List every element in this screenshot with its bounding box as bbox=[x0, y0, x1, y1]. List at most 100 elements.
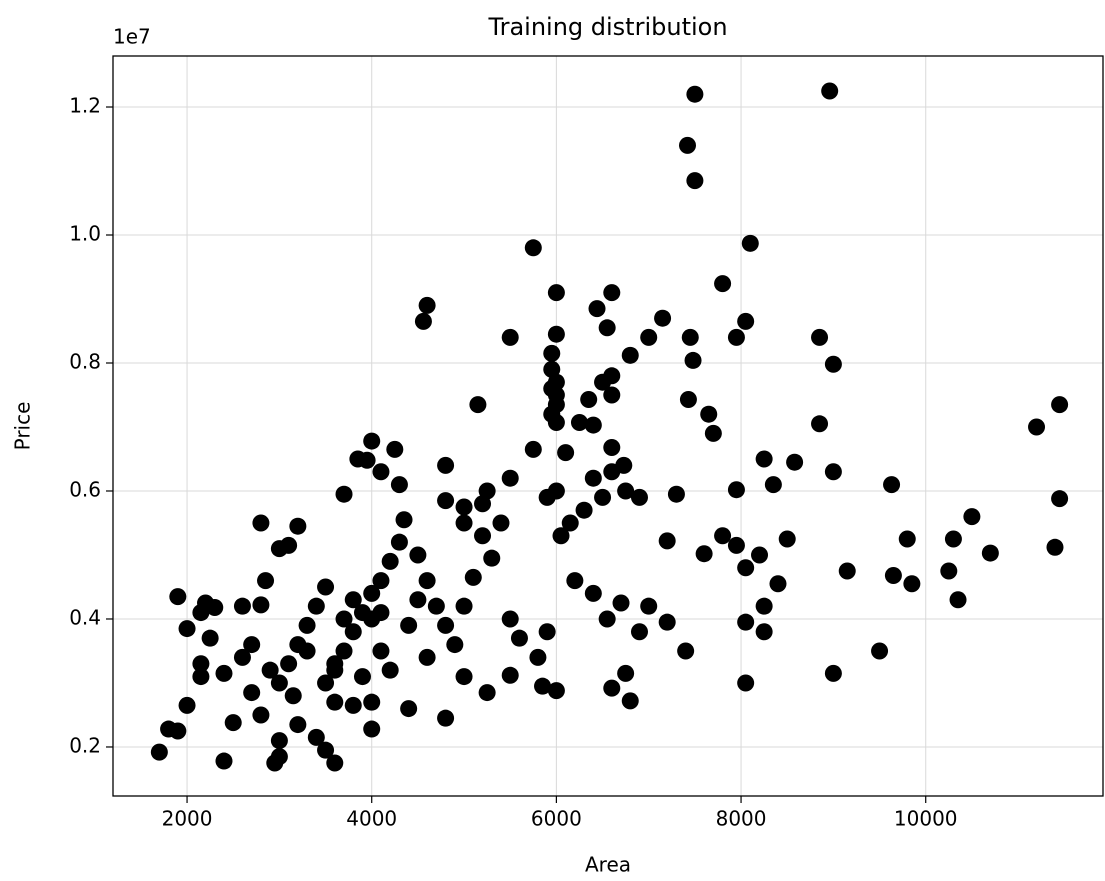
point bbox=[547, 284, 565, 302]
point bbox=[455, 498, 473, 516]
point bbox=[598, 319, 616, 337]
point bbox=[280, 655, 298, 673]
point bbox=[201, 629, 219, 647]
point bbox=[570, 414, 588, 432]
point bbox=[584, 469, 602, 487]
point bbox=[824, 664, 842, 682]
point bbox=[492, 514, 510, 532]
point bbox=[178, 696, 196, 714]
point bbox=[298, 616, 316, 634]
point bbox=[603, 463, 621, 481]
point bbox=[363, 720, 381, 738]
point bbox=[400, 616, 418, 634]
chart-title: Training distribution bbox=[487, 13, 727, 41]
point bbox=[437, 616, 455, 634]
point bbox=[266, 754, 284, 772]
point bbox=[372, 463, 390, 481]
point bbox=[737, 312, 755, 330]
point bbox=[372, 572, 390, 590]
point bbox=[547, 682, 565, 700]
y-tick-label: 0.6 bbox=[69, 477, 101, 501]
point bbox=[678, 136, 696, 154]
points bbox=[150, 82, 1069, 772]
point bbox=[898, 530, 916, 548]
point bbox=[446, 636, 464, 654]
point bbox=[566, 572, 584, 590]
point bbox=[981, 544, 999, 562]
point bbox=[478, 482, 496, 500]
y-axis-label: Price bbox=[11, 402, 35, 451]
point bbox=[575, 501, 593, 519]
point bbox=[418, 296, 436, 314]
point bbox=[344, 591, 362, 609]
point bbox=[474, 527, 492, 545]
point bbox=[714, 527, 732, 545]
point bbox=[455, 597, 473, 615]
point bbox=[252, 596, 270, 614]
point bbox=[483, 549, 501, 567]
point bbox=[695, 545, 713, 563]
point bbox=[215, 664, 233, 682]
point bbox=[1046, 538, 1064, 556]
point bbox=[755, 623, 773, 641]
point bbox=[700, 405, 718, 423]
point bbox=[594, 488, 612, 506]
point bbox=[603, 438, 621, 456]
point bbox=[838, 562, 856, 580]
point bbox=[603, 679, 621, 697]
point bbox=[658, 532, 676, 550]
point bbox=[640, 597, 658, 615]
point bbox=[381, 661, 399, 679]
point bbox=[206, 598, 224, 616]
point bbox=[400, 700, 418, 718]
point bbox=[437, 456, 455, 474]
point bbox=[257, 572, 275, 590]
point bbox=[317, 741, 335, 759]
point bbox=[543, 360, 561, 378]
point bbox=[755, 597, 773, 615]
point bbox=[409, 591, 427, 609]
point bbox=[658, 613, 676, 631]
point bbox=[684, 351, 702, 369]
point bbox=[603, 386, 621, 404]
point bbox=[317, 674, 335, 692]
point bbox=[501, 469, 519, 487]
y-tick-label: 0.8 bbox=[69, 349, 101, 373]
y-tick-label: 0.2 bbox=[69, 733, 101, 757]
point bbox=[598, 610, 616, 628]
point bbox=[252, 514, 270, 532]
point bbox=[501, 610, 519, 628]
point bbox=[561, 514, 579, 532]
point bbox=[557, 444, 575, 462]
point bbox=[358, 451, 376, 469]
point bbox=[538, 488, 556, 506]
point bbox=[372, 642, 390, 660]
point bbox=[603, 367, 621, 385]
x-axis-label: Area bbox=[585, 853, 631, 877]
point bbox=[677, 642, 695, 660]
point bbox=[335, 485, 353, 503]
point bbox=[751, 546, 769, 564]
point bbox=[307, 597, 325, 615]
point bbox=[469, 396, 487, 414]
point bbox=[289, 716, 307, 734]
point bbox=[630, 488, 648, 506]
point bbox=[727, 328, 745, 346]
point bbox=[510, 629, 528, 647]
x-tick-label: 2000 bbox=[162, 807, 213, 831]
point bbox=[584, 584, 602, 602]
point bbox=[289, 517, 307, 535]
point bbox=[418, 572, 436, 590]
point bbox=[949, 591, 967, 609]
point bbox=[326, 655, 344, 673]
point bbox=[418, 648, 436, 666]
plot-frame bbox=[112, 55, 1104, 797]
point bbox=[215, 752, 233, 770]
point bbox=[335, 610, 353, 628]
point bbox=[871, 642, 889, 660]
point bbox=[1028, 418, 1046, 436]
point bbox=[395, 511, 413, 529]
point bbox=[603, 284, 621, 302]
point bbox=[363, 584, 381, 602]
